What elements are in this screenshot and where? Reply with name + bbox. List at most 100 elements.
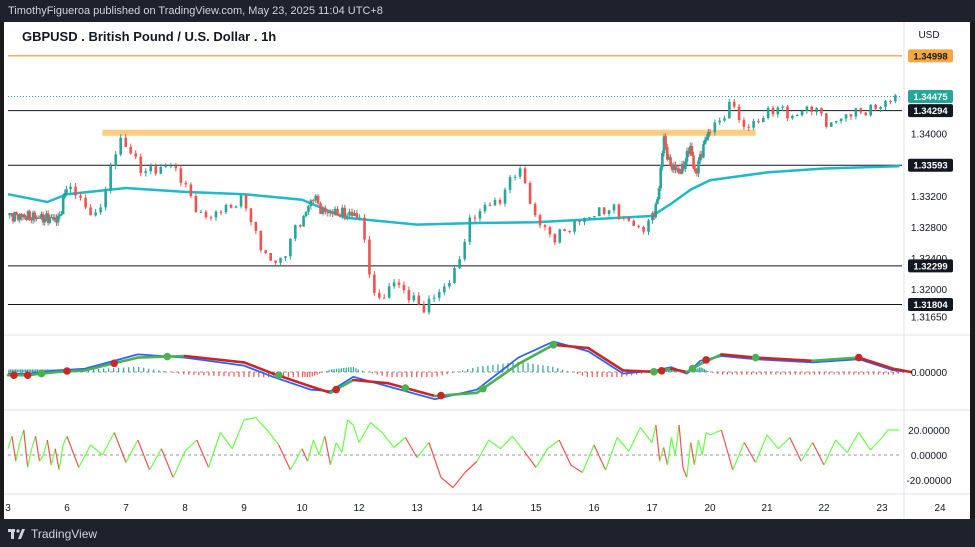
- candle-body: [664, 136, 667, 147]
- candle-body: [139, 156, 143, 174]
- candle-body: [665, 146, 669, 160]
- candle-body: [41, 214, 45, 223]
- osc-segment: [670, 437, 676, 456]
- x-tick-label: 21: [761, 503, 773, 514]
- candle: [194, 193, 198, 213]
- candle: [40, 211, 43, 221]
- candle-body: [373, 274, 376, 293]
- macd-signal-segment: [670, 367, 689, 374]
- candle: [179, 165, 183, 187]
- candle-body: [607, 210, 611, 214]
- price-tag-bg: [908, 259, 953, 273]
- candle: [164, 163, 168, 168]
- candle: [583, 217, 586, 226]
- candle: [697, 157, 700, 177]
- candle-body: [15, 211, 18, 215]
- candle-body: [874, 104, 877, 109]
- candle-body: [13, 211, 16, 222]
- candle-body: [341, 207, 344, 216]
- candle: [656, 196, 659, 205]
- candle: [632, 219, 636, 227]
- candle: [15, 211, 18, 216]
- candle-body: [40, 214, 43, 219]
- candle: [728, 98, 731, 119]
- candle: [448, 279, 451, 289]
- candle: [533, 202, 537, 218]
- macd-cross-down-dot: [657, 367, 666, 375]
- candle: [553, 233, 557, 246]
- osc-segment: [869, 437, 883, 451]
- candle: [432, 294, 436, 302]
- candle: [493, 197, 497, 206]
- candle-body: [705, 137, 709, 140]
- macd-tick-label: 0.00000: [911, 368, 948, 379]
- candle-body: [294, 225, 297, 239]
- candle-body: [20, 214, 23, 218]
- osc-segment: [307, 439, 314, 462]
- x-tick-label: 8: [182, 503, 188, 514]
- candle-body: [119, 137, 122, 155]
- osc-segment: [881, 429, 889, 438]
- candle: [331, 209, 334, 218]
- candle-body: [776, 107, 780, 115]
- candle: [661, 150, 664, 171]
- candle: [884, 99, 887, 111]
- candle: [695, 168, 699, 177]
- candle: [341, 204, 344, 219]
- candle-body: [254, 221, 258, 231]
- price-tick-label: 1.33200: [911, 192, 948, 203]
- candle-body: [493, 200, 497, 206]
- candle-body: [363, 217, 366, 240]
- macd-signal-segment: [754, 356, 814, 363]
- candle-body: [274, 260, 277, 263]
- candle-body: [284, 256, 287, 258]
- osc-segment: [62, 436, 68, 446]
- candle: [219, 210, 223, 216]
- price-tag: 1.33593: [908, 158, 953, 172]
- x-tick-label: 14: [471, 503, 483, 514]
- osc-segment: [50, 448, 56, 466]
- candle: [69, 183, 72, 193]
- osc-segment: [324, 436, 332, 466]
- macd-cross-down-dot: [23, 371, 32, 380]
- chart-svg[interactable]: 1.340001.332001.328001.324001.320001.316…: [4, 22, 970, 519]
- candle: [612, 203, 616, 214]
- candle-body: [269, 253, 272, 261]
- macd-cross-up-dot: [549, 341, 558, 349]
- candle-body: [728, 101, 731, 119]
- tradingview-brand[interactable]: TradingView: [8, 527, 97, 541]
- candle: [702, 140, 705, 159]
- chart-panel[interactable]: 1.340001.332001.328001.324001.320001.316…: [4, 22, 970, 519]
- candle: [834, 120, 838, 124]
- osc-segment: [58, 444, 64, 471]
- candle: [664, 133, 667, 150]
- osc-segment: [370, 422, 383, 433]
- osc-segment: [755, 434, 768, 463]
- candle: [597, 207, 601, 217]
- candle: [667, 154, 671, 160]
- candle-body: [50, 217, 53, 219]
- macd-cross-down-dot: [110, 359, 118, 368]
- candle-body: [820, 108, 823, 114]
- candle: [53, 214, 57, 223]
- candle: [239, 194, 243, 209]
- candle: [311, 198, 315, 204]
- osc-segment: [800, 442, 814, 462]
- candle-body: [669, 157, 672, 166]
- candle-body: [331, 211, 334, 215]
- osc-segment: [184, 439, 198, 452]
- publisher-text: TimothyFigueroa published on TradingView…: [8, 5, 383, 17]
- candle-body: [523, 168, 527, 184]
- macd-cross-up-dot: [650, 367, 658, 376]
- candle-body: [51, 217, 55, 220]
- candle-body: [657, 188, 661, 200]
- candle: [94, 208, 97, 217]
- osc-segment: [547, 439, 560, 450]
- osc-segment: [125, 439, 139, 463]
- x-tick-label: 12: [353, 503, 365, 514]
- osc-segment: [777, 437, 791, 450]
- candle: [468, 214, 472, 246]
- osc-segment: [690, 442, 696, 466]
- candle: [708, 128, 712, 136]
- candle-body: [89, 207, 92, 216]
